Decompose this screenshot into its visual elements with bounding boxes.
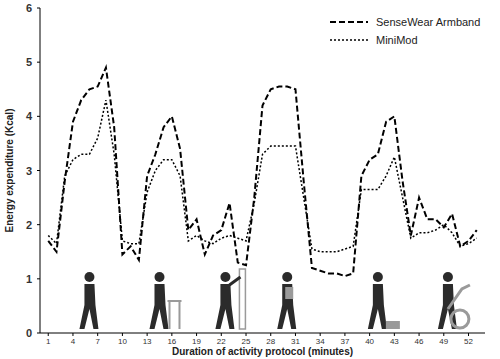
x-tick [443,333,444,336]
activity-icon [368,272,400,329]
x-tick [369,333,370,336]
x-tick-label: 13 [143,337,152,346]
x-tick [270,333,271,336]
x-tick-label: 16 [167,337,176,346]
legend-label: SenseWear Armband [376,16,480,28]
legend: SenseWear Armband MiniMod [330,16,480,46]
y-tick-label: 4 [26,110,33,122]
x-tick [344,333,345,336]
y-tick [37,116,40,117]
x-tick [147,333,148,336]
x-tick-label: 49 [439,337,448,346]
x-tick [72,333,73,336]
y-tick [37,8,40,9]
y-tick [37,278,40,279]
legend-label: MiniMod [376,34,418,46]
y-axis-title: Energy expenditure (Kcal) [4,109,15,233]
y-tick-label: 3 [26,165,32,177]
y-tick-label: 5 [26,56,32,68]
series-line [48,100,477,252]
chart: 0123456147101316192225283134374043464952… [0,0,500,359]
activity-icon [149,272,181,329]
legend-swatch [330,39,368,41]
plot-area [48,68,477,277]
x-tick-label: 1 [46,337,51,346]
x-tick [468,333,469,336]
activity-icon [79,272,98,329]
x-tick-label: 37 [340,337,349,346]
y-tick [37,170,40,171]
x-axis-line [40,333,485,334]
y-tick-label: 0 [26,327,32,339]
x-tick-label: 31 [291,337,300,346]
x-tick [295,333,296,336]
x-tick-label: 22 [217,337,226,346]
y-tick [37,333,40,334]
x-tick-label: 43 [390,337,399,346]
y-tick-label: 2 [26,219,32,231]
activity-icon [438,272,470,329]
x-tick-label: 7 [95,337,100,346]
x-tick-label: 4 [71,337,76,346]
x-tick [196,333,197,336]
x-tick [394,333,395,336]
activity-icons [79,269,469,329]
x-tick-label: 52 [464,337,473,346]
x-tick [97,333,98,336]
activity-icon [277,272,296,329]
x-tick-label: 34 [316,337,325,346]
y-tick [37,224,40,225]
x-tick-label: 10 [118,337,127,346]
x-tick [171,333,172,336]
x-tick-label: 25 [242,337,251,346]
y-tick [37,62,40,63]
y-tick-label: 6 [26,2,32,14]
y-tick-label: 1 [26,273,32,285]
x-tick [221,333,222,336]
x-axis-title: Duration of activity protocol (minutes) [172,346,353,357]
axes: 0123456147101316192225283134374043464952 [26,2,485,346]
series-line [48,68,477,277]
x-tick-label: 19 [192,337,201,346]
x-tick [246,333,247,336]
legend-swatch [330,21,368,23]
x-tick [122,333,123,336]
x-tick [419,333,420,336]
x-tick [320,333,321,336]
x-tick-label: 46 [415,337,424,346]
x-tick-label: 28 [266,337,275,346]
x-tick [48,333,49,336]
x-tick-label: 40 [365,337,374,346]
activity-icon [215,269,245,329]
